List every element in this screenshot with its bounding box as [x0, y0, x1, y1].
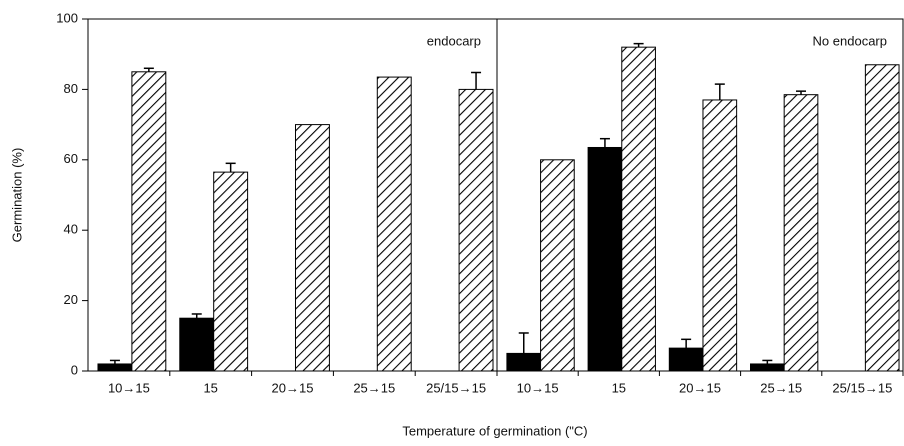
x-tick-label: 25/15→15 [426, 380, 486, 395]
y-tick-label: 0 [71, 362, 78, 377]
x-tick-label: 20→15 [272, 380, 314, 395]
bar [621, 46, 656, 372]
bar [131, 71, 167, 372]
y-tick-label: 100 [56, 10, 78, 25]
error-bar [796, 90, 807, 95]
x-tick-label: 15 [203, 380, 217, 395]
bar [540, 159, 575, 372]
bar [750, 363, 785, 372]
error-bar [762, 359, 773, 364]
error-bar [225, 162, 236, 173]
bar [864, 64, 900, 372]
bar [179, 317, 215, 372]
error-bar [633, 42, 644, 48]
x-tick-label: 25/15→15 [832, 380, 892, 395]
y-tick-label: 40 [64, 222, 78, 237]
panel-label: endocarp [427, 33, 481, 48]
x-tick-label: 20→15 [679, 380, 721, 395]
panel-label: No endocarp [813, 33, 887, 48]
error-bar [471, 71, 482, 90]
bar [213, 171, 249, 372]
y-axis-label: Germination (%) [9, 148, 24, 243]
x-tick-label: 10→15 [108, 380, 150, 395]
error-bar [109, 359, 120, 364]
error-bar [143, 67, 154, 72]
x-tick-label: 25→15 [353, 380, 395, 395]
bar [783, 94, 819, 372]
x-axis-label: Temperature of germination ("C) [402, 423, 587, 438]
error-bar [681, 338, 692, 349]
x-tick-label: 10→15 [517, 380, 559, 395]
y-tick-label: 20 [64, 292, 78, 307]
bar [506, 352, 542, 372]
bar [668, 347, 704, 372]
bar [702, 99, 738, 372]
y-tick-label: 60 [64, 151, 78, 166]
error-bar [518, 332, 529, 354]
x-tick-label: 25→15 [760, 380, 802, 395]
bar [97, 363, 133, 372]
error-bar [714, 83, 725, 100]
bar [376, 76, 412, 372]
bar [294, 124, 330, 372]
error-bar [599, 137, 610, 148]
y-tick-label: 80 [64, 81, 78, 96]
x-tick-label: 15 [612, 380, 626, 395]
bar [458, 88, 494, 372]
error-bar [191, 313, 202, 319]
bar [587, 146, 623, 372]
